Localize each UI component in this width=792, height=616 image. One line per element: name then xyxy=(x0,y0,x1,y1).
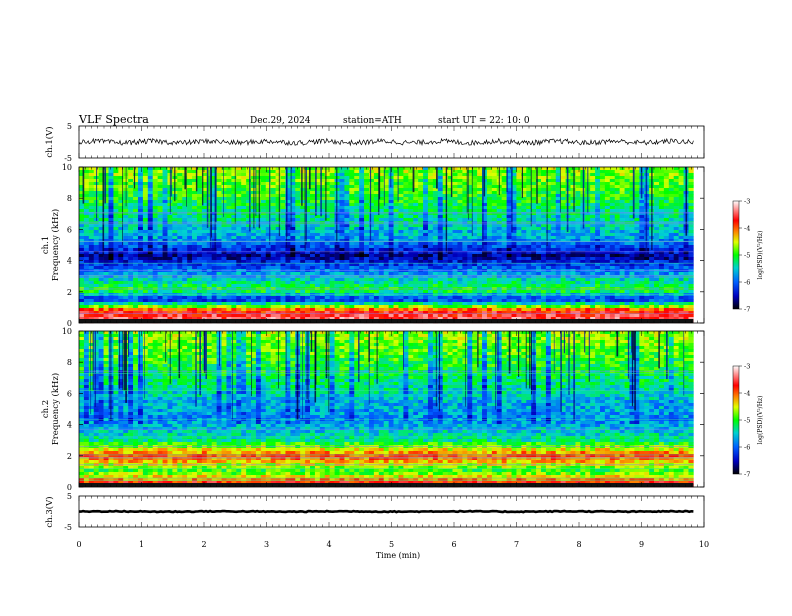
ch2-spec-ytick-label: 2 xyxy=(67,452,72,461)
ch1-spec-ytick-label: 6 xyxy=(67,225,72,234)
figure-title: VLF Spectra xyxy=(78,113,149,126)
ch2-colorbar-tick-label: -6 xyxy=(744,444,750,452)
time-axis-tick-label: 3 xyxy=(264,540,269,549)
ch1-ylabel: ch.1(V) xyxy=(44,126,55,157)
ch1-colorbar-tick-label: -5 xyxy=(744,252,750,260)
ch1-spec-ytick-label: 10 xyxy=(62,163,72,172)
time-axis-tick-label: 7 xyxy=(514,540,519,549)
ch2-spec-ytick-label: 10 xyxy=(62,327,72,336)
ch2-colorbar: -3 -4 -5 -6 -7 log(PSD)(V²/Hz) xyxy=(732,363,764,479)
ch3-ylabel: ch.3(V) xyxy=(44,496,55,527)
ch3-waveform-panel: 5 -5 ch.3(V) xyxy=(44,492,705,532)
time-axis-tick-label: 8 xyxy=(576,540,581,549)
date-label: Dec.29, 2024 xyxy=(250,116,311,126)
ch2-colorbar-label: log(PSD)(V²/Hz) xyxy=(757,396,764,445)
station-label: station=ATH xyxy=(343,116,402,126)
ch2-spec-ylabel: Frequency (kHz) xyxy=(50,373,61,445)
ch1-colorbar-tick-label: -4 xyxy=(744,225,750,233)
ch2-spec-channel-label: ch.2 xyxy=(41,400,51,418)
ch2-colorbar-tick-label: -5 xyxy=(744,417,750,425)
ch1-colorbar: -3 -4 -5 -6 -7 log(PSD)(V²/Hz) xyxy=(732,198,764,314)
time-axis-tick-label: 6 xyxy=(451,540,456,549)
ch2-spectrogram-panel: 0 2 4 6 8 10 ch.2 Frequency (kHz) xyxy=(41,327,705,492)
ch1-waveform-line xyxy=(78,137,694,147)
ch1-spectrogram-image xyxy=(79,167,704,324)
ch1-spec-channel-label: ch.1 xyxy=(41,236,51,254)
time-axis-tick-label: 9 xyxy=(639,540,644,549)
ch3-waveform-line xyxy=(79,509,694,514)
ch3-ytick-bottom: -5 xyxy=(64,523,72,532)
time-axis-tick-label: 10 xyxy=(699,540,709,549)
time-axis-label: Time (min) xyxy=(376,551,420,560)
time-axis-tick-label: 4 xyxy=(326,540,331,549)
ch1-colorbar-tick-label: -7 xyxy=(744,306,750,314)
time-axis-tick-label: 5 xyxy=(389,540,394,549)
time-axis-tick-label: 0 xyxy=(76,540,81,549)
ch1-waveform-panel: 5 -5 ch.1(V) xyxy=(44,122,705,163)
ch2-spec-ytick-label: 4 xyxy=(67,421,72,430)
start-ut-label: start UT = 22: 10: 0 xyxy=(438,116,530,126)
ch1-spec-ylabel: Frequency (kHz) xyxy=(50,209,61,281)
ch1-spec-ytick-label: 4 xyxy=(67,257,72,266)
ch1-colorbar-tick-label: -3 xyxy=(744,198,750,206)
ch2-colorbar-tick-label: -4 xyxy=(744,390,750,398)
time-axis: 0 1 2 3 4 5 6 7 8 9 10 xyxy=(76,126,709,549)
ch2-spec-ytick-label: 8 xyxy=(67,358,72,367)
ch2-spec-ytick-label: 6 xyxy=(67,389,72,398)
ch1-ytick-bottom: -5 xyxy=(64,154,72,163)
ch2-spec-ytick-label: 0 xyxy=(67,483,72,492)
time-axis-tick-label: 1 xyxy=(139,540,144,549)
ch2-colorbar-tick-label: -7 xyxy=(744,471,750,479)
time-axis-tick-label: 2 xyxy=(201,540,206,549)
ch1-spec-ytick-label: 2 xyxy=(67,288,72,297)
ch1-spec-ytick-label: 8 xyxy=(67,194,72,203)
ch2-spectrogram-image xyxy=(79,331,704,488)
ch1-spec-ytick-label: 0 xyxy=(67,319,72,328)
ch2-colorbar-tick-label: -3 xyxy=(744,363,750,371)
ch1-colorbar-label: log(PSD)(V²/Hz) xyxy=(757,231,764,280)
ch3-ytick-top: 5 xyxy=(67,492,72,501)
ch1-colorbar-tick-label: -6 xyxy=(744,279,750,287)
ch1-ytick-top: 5 xyxy=(67,122,72,131)
ch1-spectrogram-panel: 0 2 4 6 8 10 ch.1 Frequency (kHz) xyxy=(41,163,705,328)
